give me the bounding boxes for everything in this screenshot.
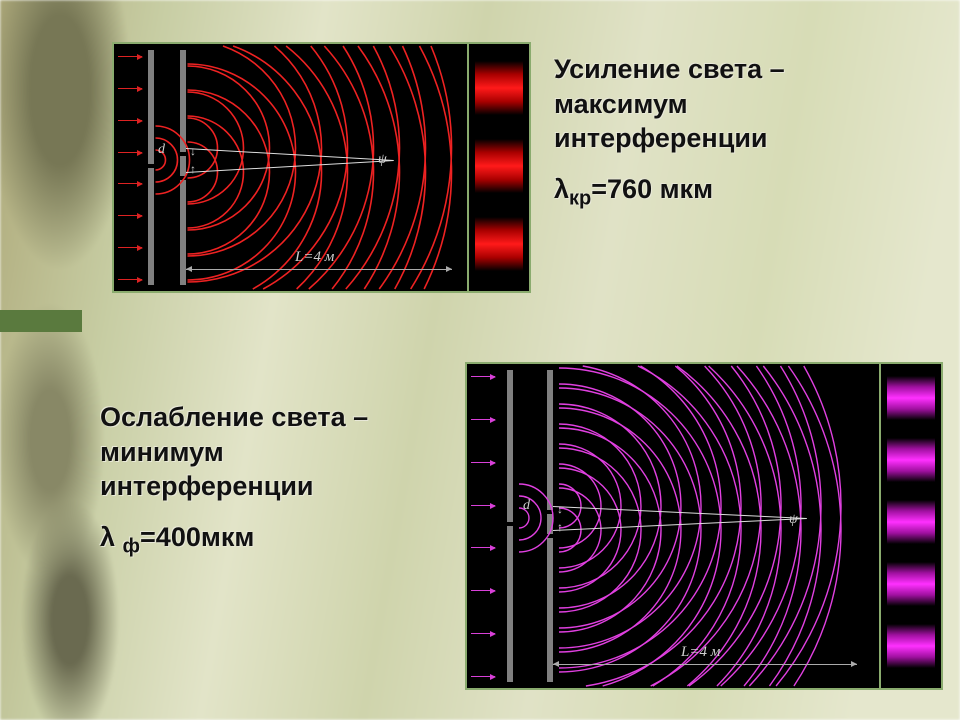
d-arrow-up: ↑	[190, 162, 196, 176]
caption-top-line1: Усиление света –	[554, 52, 954, 87]
d-arrow-down: ↓	[190, 144, 196, 158]
fringe-band	[887, 624, 935, 668]
label-psi: ψ	[378, 152, 387, 168]
caption-top: Усиление света – максимум интерференции …	[554, 52, 954, 212]
dimension-L-line	[553, 664, 857, 665]
green-stripe	[0, 310, 82, 332]
d-arrow-down: ↓	[557, 502, 563, 516]
label-d: d	[523, 498, 530, 514]
d-arrow-up: ↑	[557, 520, 563, 534]
caption-top-lambda: λкр=760 мкм	[554, 172, 954, 212]
label-psi: ψ	[789, 512, 798, 528]
label-L: L=4 м	[295, 249, 334, 266]
caption-bottom-line3: интерференции	[100, 469, 460, 504]
caption-bottom-lambda: λ ф=400мкм	[100, 520, 460, 560]
sim-magenta-main: d ↓ ↑ ψ L=4 м	[467, 364, 879, 688]
fringe-band	[887, 562, 935, 606]
caption-bottom-line1: Ослабление света –	[100, 400, 460, 435]
caption-bottom: Ослабление света – минимум интерференции…	[100, 400, 460, 560]
simulation-red: d ↓ ↑ ψ L=4 м	[112, 42, 531, 293]
sim-magenta-fringes	[879, 364, 941, 688]
fringe-band	[475, 217, 523, 271]
fringe-band	[887, 438, 935, 482]
caption-bottom-line2: минимум	[100, 435, 460, 470]
wave-arcs	[114, 44, 467, 291]
label-d: d	[158, 142, 165, 158]
fringe-band	[887, 500, 935, 544]
sim-red-main: d ↓ ↑ ψ L=4 м	[114, 44, 467, 291]
dimension-L-line	[186, 269, 452, 270]
caption-top-line3: интерференции	[554, 121, 954, 156]
fringe-band	[475, 61, 523, 115]
sim-red-fringes	[467, 44, 529, 291]
label-L: L=4 м	[681, 644, 720, 661]
wave-arcs	[467, 364, 879, 688]
simulation-magenta: d ↓ ↑ ψ L=4 м	[465, 362, 943, 690]
fringe-band	[475, 139, 523, 193]
caption-top-line2: максимум	[554, 87, 954, 122]
fringe-band	[887, 376, 935, 420]
